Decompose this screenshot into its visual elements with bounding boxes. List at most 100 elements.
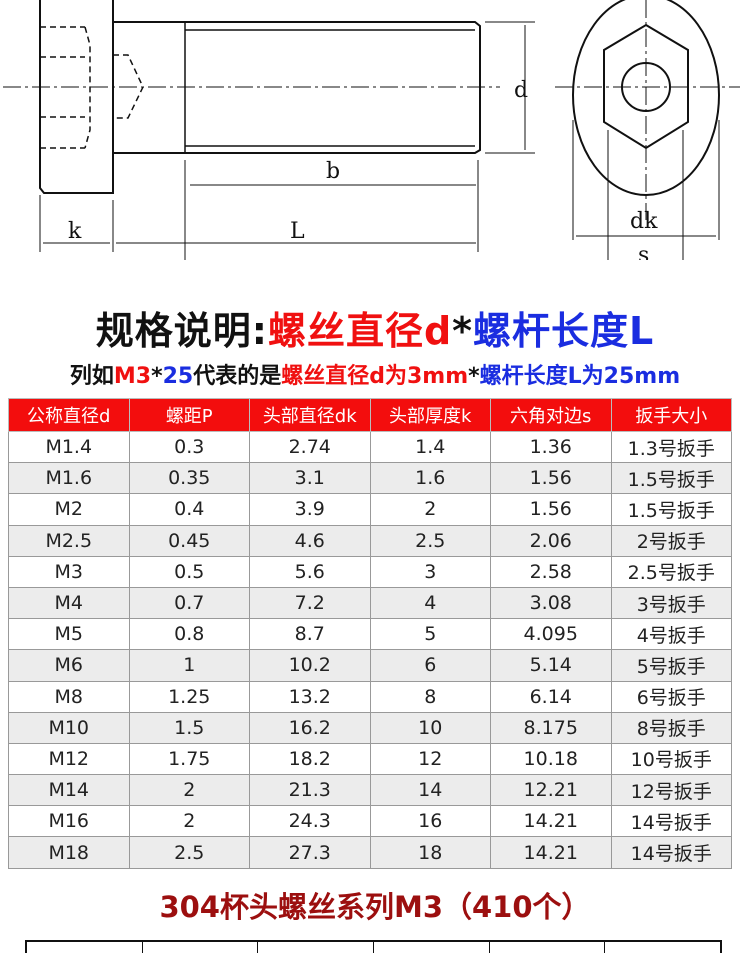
example-diameter: 螺丝直径d为3mm [281, 364, 469, 389]
table-cell: 7.2 [249, 586, 371, 620]
column-header: 头部直径dk [249, 398, 371, 432]
table-cell: 8号扳手 [610, 711, 732, 744]
table-cell: 6号扳手 [610, 680, 732, 713]
table-cell: M5 [8, 618, 130, 651]
table-cell: 2.06 [490, 524, 612, 557]
table-cell: 0.5 [128, 555, 250, 588]
label-s: s [638, 243, 649, 260]
table-cell: 1.5号扳手 [610, 493, 732, 526]
table-cell: 18 [369, 836, 491, 869]
table-row: M8 1.25 13.2 8 6.14 6号扳手 [8, 680, 732, 713]
table-cell: 0.4 [128, 493, 250, 526]
table-cell: 14.21 [490, 836, 612, 869]
table-cell: 8.175 [490, 711, 612, 744]
table-cell: M14 [8, 774, 130, 807]
table-cell: 2.5 [369, 524, 491, 557]
table-cell: 1.5 [128, 711, 250, 744]
spec-heading: 规格说明:螺丝直径d*螺杆长度L [0, 300, 750, 355]
spec-table: 公称直径d 螺距P 头部直径dk 头部厚度k 六角对边s 扳手大小 M1.4 0.3 2.74… [8, 398, 732, 869]
table-cell: M8 [8, 680, 130, 713]
table-cell: 0.35 [128, 462, 250, 495]
table-cell: 2 [128, 774, 250, 807]
table-row: M12 1.75 18.2 12 10.18 10号扳手 [8, 742, 732, 776]
table-cell: M1.4 [8, 430, 130, 464]
example-length: 螺杆长度L为25mm [479, 364, 681, 389]
table-cell: 10号扳手 [610, 742, 732, 776]
next-table-partial [25, 940, 722, 953]
table-cell: 3 [369, 555, 491, 588]
label-b: b [326, 159, 340, 184]
table-cell: 10.18 [490, 742, 612, 776]
screw-top-view [555, 0, 740, 260]
table-row: M4 0.7 7.2 4 3.08 3号扳手 [8, 586, 732, 620]
table-cell: 10.2 [249, 649, 371, 682]
table-row: M1.6 0.35 3.1 1.6 1.56 1.5号扳手 [8, 462, 732, 495]
table-cell: M16 [8, 805, 130, 838]
example-star2: * [468, 364, 480, 389]
series-title: 304杯头螺丝系列M3（410个） [159, 890, 591, 924]
table-cell: 1.56 [490, 462, 612, 495]
heading-star: * [452, 309, 474, 353]
table-cell: 2.58 [490, 555, 612, 588]
label-dk: dk [630, 209, 658, 234]
table-cell: 4 [369, 586, 491, 620]
table-cell: 16.2 [249, 711, 371, 744]
table-row: M2 0.4 3.9 2 1.56 1.5号扳手 [8, 493, 732, 526]
table-cell: 16 [369, 805, 491, 838]
table-cell: 2 [128, 805, 250, 838]
heading-diameter: 螺丝直径d [267, 309, 453, 353]
example-prefix: 列如 [69, 364, 114, 389]
column-header: 头部厚度k [369, 398, 491, 432]
table-cell: M1.6 [8, 462, 130, 495]
label-k: k [68, 219, 82, 244]
table-cell: 10 [369, 711, 491, 744]
table-row: M10 1.5 16.2 10 8.175 8号扳手 [8, 711, 732, 744]
example-m3: M3 [113, 364, 152, 389]
table-cell: 21.3 [249, 774, 371, 807]
table-cell: 5.6 [249, 555, 371, 588]
table-cell: 14.21 [490, 805, 612, 838]
table-cell: 13.2 [249, 680, 371, 713]
label-L: L [290, 219, 305, 244]
example-len: 25 [162, 364, 194, 389]
table-row: M2.5 0.45 4.6 2.5 2.06 2号扳手 [8, 524, 732, 557]
table-cell: 1 [128, 649, 250, 682]
table-cell: M18 [8, 836, 130, 869]
table-cell: M10 [8, 711, 130, 744]
table-cell: M6 [8, 649, 130, 682]
heading-length: 螺杆长度L [473, 309, 655, 353]
table-cell: 8.7 [249, 618, 371, 651]
heading-prefix: 规格说明: [95, 309, 268, 353]
table-cell: M3 [8, 555, 130, 588]
column-header: 六角对边s [490, 398, 612, 432]
label-d: d [514, 78, 528, 103]
column-header: 扳手大小 [610, 398, 732, 432]
table-row: M5 0.8 8.7 5 4.095 4号扳手 [8, 618, 732, 651]
table-row: M14 2 21.3 14 12.21 12号扳手 [8, 774, 732, 807]
table-cell: 3.08 [490, 586, 612, 620]
table-row: M3 0.5 5.6 3 2.58 2.5号扳手 [8, 555, 732, 588]
table-cell: 0.8 [128, 618, 250, 651]
table-row: M18 2.5 27.3 18 14.21 14号扳手 [8, 836, 732, 869]
table-cell: 4.095 [490, 618, 612, 651]
table-header-row: 公称直径d 螺距P 头部直径dk 头部厚度k 六角对边s 扳手大小 [8, 398, 732, 432]
spec-example: 列如M3*25代表的是螺丝直径d为3mm*螺杆长度L为25mm [0, 358, 750, 390]
table-row: M16 2 24.3 16 14.21 14号扳手 [8, 805, 732, 838]
table-cell: 5号扳手 [610, 649, 732, 682]
example-mid: 代表的是 [193, 364, 282, 389]
column-header: 螺距P [128, 398, 250, 432]
table-cell: 1.4 [369, 430, 491, 464]
screw-diagram: d b k L s dk [3, 0, 740, 260]
table-cell: 3.9 [249, 493, 371, 526]
table-cell: 5.14 [490, 649, 612, 682]
example-star: * [151, 364, 163, 389]
table-cell: 8 [369, 680, 491, 713]
table-cell: 2.5号扳手 [610, 555, 732, 588]
table-cell: M2 [8, 493, 130, 526]
table-cell: 14号扳手 [610, 805, 732, 838]
table-cell: 3.1 [249, 462, 371, 495]
table-cell: 12号扳手 [610, 774, 732, 807]
table-cell: 1.25 [128, 680, 250, 713]
table-cell: 14 [369, 774, 491, 807]
